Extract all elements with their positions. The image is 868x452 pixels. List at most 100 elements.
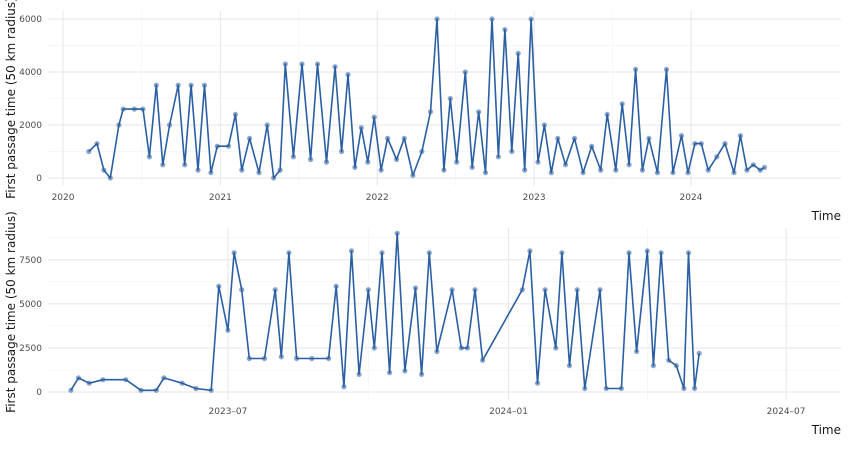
data-point [582, 385, 588, 392]
data-point [714, 154, 720, 160]
data-point [365, 287, 371, 293]
data-point [225, 143, 232, 149]
data-point [619, 101, 625, 107]
data-point [426, 250, 432, 256]
data-point [419, 148, 425, 155]
panel-1-x-tick-labels: 2020 2021 2022 2023 2024 [52, 193, 703, 203]
data-point [75, 375, 82, 381]
data-point [216, 283, 222, 289]
data-point [401, 135, 407, 141]
data-point [502, 27, 508, 33]
data-point [153, 387, 159, 393]
data-point [515, 50, 521, 57]
data-point [348, 248, 355, 254]
data-point [282, 61, 288, 67]
data-point [692, 141, 698, 147]
data-point [464, 345, 470, 351]
data-point [434, 16, 440, 22]
data-point [86, 148, 92, 155]
data-point [750, 162, 756, 168]
data-point [528, 16, 534, 22]
data-point [358, 125, 364, 131]
data-point [644, 248, 650, 254]
data-point [264, 122, 270, 128]
data-point [231, 250, 237, 256]
data-point [663, 66, 670, 72]
data-point [333, 283, 339, 289]
data-point [123, 377, 129, 383]
data-point [371, 345, 377, 351]
data-point [441, 167, 447, 173]
data-point [410, 172, 416, 178]
data-point [654, 170, 661, 176]
data-point [427, 109, 434, 115]
data-point [589, 143, 595, 149]
data-point [685, 250, 692, 256]
y-tick-label: 0 [36, 388, 42, 398]
data-point [434, 348, 440, 355]
data-point [341, 384, 347, 390]
data-point [345, 72, 351, 78]
data-point [239, 167, 245, 173]
data-point [626, 250, 632, 256]
data-point [527, 248, 533, 254]
data-point [646, 135, 652, 141]
panel-2-series [68, 230, 702, 393]
data-point [256, 170, 262, 176]
data-point [116, 122, 122, 128]
data-point [193, 385, 199, 392]
data-point [271, 175, 277, 181]
data-point [175, 82, 181, 88]
data-point [618, 385, 625, 392]
data-point [678, 133, 685, 139]
data-point [309, 355, 315, 362]
data-point [379, 250, 385, 256]
data-point [509, 148, 515, 155]
data-point [182, 162, 188, 168]
data-point [68, 387, 74, 393]
data-point [294, 355, 300, 362]
data-point [101, 167, 107, 173]
data-point [522, 167, 528, 173]
data-point [476, 109, 482, 115]
data-point [462, 69, 468, 75]
data-point [352, 164, 358, 170]
data-point [208, 387, 214, 393]
data-point [761, 164, 768, 170]
panel-2-y-axis-title: First passage time (50 km radius) [4, 211, 18, 413]
data-point [449, 287, 455, 293]
panel-2-x-axis-title: Time [811, 423, 841, 437]
panel-1-gridlines [48, 11, 841, 186]
data-point [480, 357, 486, 363]
panel-1-y-tick-labels: 0 2000 4000 6000 [19, 15, 42, 184]
x-tick-label: 2023 [523, 193, 546, 203]
data-point [626, 162, 632, 168]
y-tick-label: 0 [36, 174, 42, 184]
data-point [167, 122, 173, 128]
data-point [146, 154, 152, 160]
data-point [574, 287, 580, 293]
data-point [195, 167, 201, 173]
data-point [757, 167, 763, 173]
data-point [100, 377, 106, 383]
data-point [633, 66, 639, 72]
data-point [673, 363, 679, 369]
data-point [371, 114, 377, 120]
data-point [161, 375, 167, 381]
data-point [559, 250, 565, 256]
data-point [692, 385, 698, 392]
panel-2-x-tick-labels: 2023–07 2024–01 2024–07 [209, 407, 806, 417]
data-point [604, 111, 610, 117]
data-point [566, 363, 573, 369]
data-point [458, 345, 464, 351]
data-point [385, 135, 391, 141]
y-tick-label: 6000 [19, 15, 42, 25]
data-point [535, 159, 541, 165]
data-point [744, 167, 750, 173]
data-point [495, 154, 501, 160]
data-point [541, 122, 548, 128]
data-point [722, 141, 728, 147]
data-point [737, 133, 744, 139]
data-point [208, 170, 214, 176]
